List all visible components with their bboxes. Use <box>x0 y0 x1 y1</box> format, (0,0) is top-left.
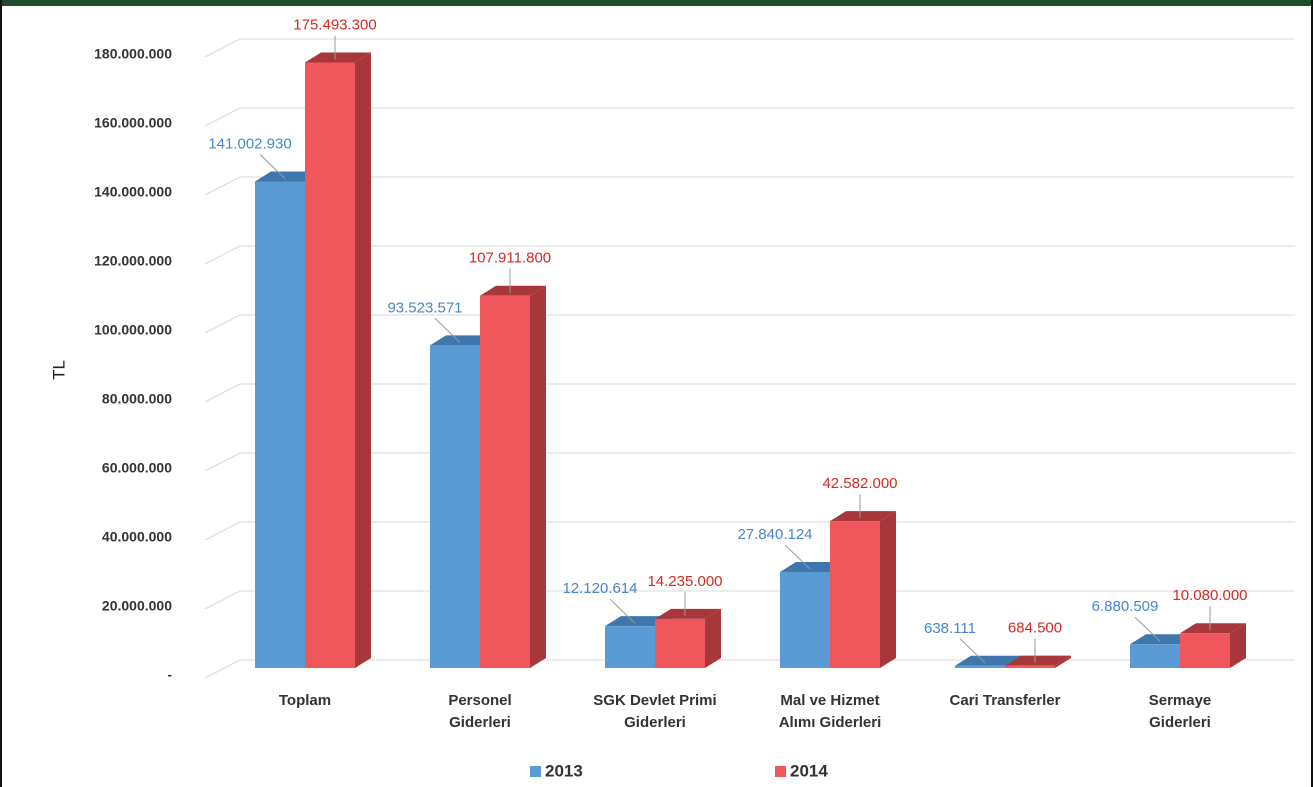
value-label: 42.582.000 <box>822 475 897 492</box>
bar-top <box>655 608 721 619</box>
leader-line <box>959 638 986 664</box>
bar-front <box>305 62 355 669</box>
grid-line <box>204 521 241 541</box>
x-tick-label: Personel Giderleri <box>448 692 512 731</box>
y-tick-label: 140.000.000 <box>94 184 172 200</box>
legend-label: 2013 <box>545 761 583 780</box>
value-label: 175.493.300 <box>293 17 376 34</box>
grid-line <box>204 659 241 679</box>
y-tick-label: 180.000.000 <box>94 46 172 62</box>
value-label: 93.523.571 <box>387 299 462 316</box>
grid-line <box>204 590 241 610</box>
bar-top <box>1005 655 1071 666</box>
bar-front <box>480 295 530 668</box>
leader-line <box>1134 616 1161 642</box>
bar-front <box>1130 644 1180 668</box>
bar-top <box>255 171 321 182</box>
value-label: 107.911.800 <box>469 250 551 267</box>
leader-line <box>259 154 286 179</box>
bar-side <box>530 285 546 668</box>
leader-line <box>609 598 636 624</box>
grid-line <box>204 107 241 127</box>
value-label: 638.111 <box>924 620 976 637</box>
grid-line <box>204 452 241 472</box>
left-border <box>0 0 2 787</box>
bar-front <box>780 571 830 668</box>
right-border <box>1311 0 1313 787</box>
bar-front <box>605 626 655 668</box>
bar-top <box>430 335 496 346</box>
value-label: 141.002.930 <box>208 136 291 153</box>
value-label: 6.880.509 <box>1092 598 1159 615</box>
grid-line <box>204 383 241 403</box>
bar-front <box>1180 633 1230 668</box>
value-label: 684.500 <box>1008 620 1062 637</box>
y-tick-label: 160.000.000 <box>94 115 172 131</box>
value-label: 14.235.000 <box>647 573 722 590</box>
y-tick-label: 20.000.000 <box>102 598 172 614</box>
y-tick-label: 80.000.000 <box>102 391 172 407</box>
bar <box>1005 655 1071 668</box>
bar-front <box>430 345 480 668</box>
bar <box>830 511 896 668</box>
x-tick-label: Toplam <box>278 692 332 709</box>
y-tick-label: 60.000.000 <box>102 460 172 476</box>
bar-top <box>480 285 546 296</box>
bar <box>305 52 371 669</box>
legend-swatch <box>530 766 541 777</box>
bar-top <box>830 511 896 522</box>
value-label: 27.840.124 <box>737 526 812 543</box>
bar-top <box>780 561 846 572</box>
x-tick-label: Sermaye Giderleri <box>1148 692 1212 731</box>
x-tick-label: Cari Transferler <box>949 692 1061 709</box>
bar-side <box>355 52 371 669</box>
y-tick-label: 120.000.000 <box>94 253 172 269</box>
bar <box>480 285 546 668</box>
bar-side <box>880 511 896 668</box>
y-tick-label: 100.000.000 <box>94 322 172 338</box>
bar-top <box>605 616 671 627</box>
leader-line <box>784 544 811 570</box>
legend-label: 2014 <box>790 761 828 780</box>
bar-side <box>705 608 721 668</box>
bar-front <box>955 665 1005 668</box>
y-axis-title: TL <box>49 360 68 380</box>
x-tick-label: SGK Devlet Primi Giderleri <box>593 692 717 731</box>
bar <box>1180 623 1246 668</box>
grid-line <box>204 176 241 196</box>
x-tick-label: Mal ve Hizmet Alımı Giderleri <box>778 692 882 731</box>
grid-line <box>204 245 241 265</box>
bar-top <box>1180 623 1246 634</box>
bar <box>655 608 721 668</box>
value-label: 12.120.614 <box>562 580 637 597</box>
bar-top <box>305 52 371 63</box>
bar-front <box>655 618 705 668</box>
bar-front <box>255 181 305 668</box>
y-tick-label: - <box>167 667 172 683</box>
leader-line <box>434 317 461 343</box>
bar-top <box>955 655 1021 666</box>
bar-top <box>1130 634 1196 645</box>
grid-line <box>204 38 241 58</box>
y-tick-label: 40.000.000 <box>102 529 172 545</box>
legend-swatch <box>775 766 786 777</box>
bar-front <box>830 521 880 668</box>
grid-line <box>204 314 241 334</box>
value-label: 10.080.000 <box>1172 587 1247 604</box>
bar-side <box>1055 655 1071 668</box>
top-bar <box>0 0 1313 6</box>
bar-side <box>1230 623 1246 668</box>
bar-front <box>1005 665 1055 668</box>
